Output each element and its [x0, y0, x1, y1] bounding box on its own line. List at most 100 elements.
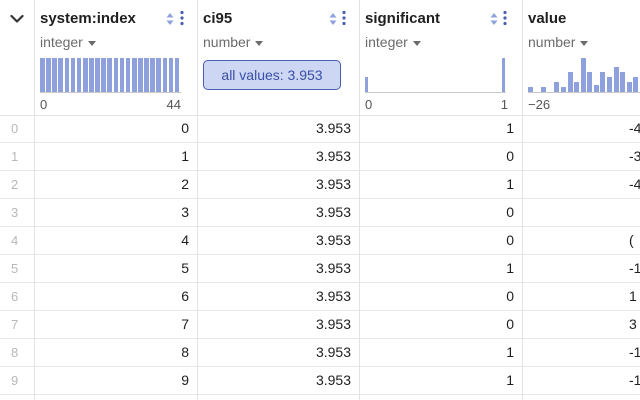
histogram-bar[interactable] — [502, 58, 505, 92]
histogram-bar[interactable] — [580, 58, 586, 92]
histogram-bar[interactable] — [46, 58, 51, 92]
histogram-bar[interactable] — [574, 81, 580, 92]
column-type-label: number — [203, 34, 251, 50]
histogram-bar[interactable] — [125, 58, 131, 92]
column-type-dropdown[interactable]: number — [528, 34, 589, 50]
histogram-bar[interactable] — [600, 71, 606, 92]
cell-value: -4 — [629, 176, 640, 192]
cell-value: -1 — [629, 344, 640, 360]
all-values-badge: all values: 3.953 — [203, 60, 341, 90]
table-row[interactable]: 9 9 3.953 1 -1 — [0, 367, 640, 395]
histogram-bar[interactable] — [119, 58, 125, 92]
column-histogram — [528, 56, 640, 92]
chevron-down-icon — [10, 14, 24, 23]
histogram-bar[interactable] — [150, 58, 155, 92]
cell-system-index: 3 — [181, 204, 189, 220]
cell-system-index: 6 — [181, 288, 189, 304]
histogram-bar[interactable] — [593, 85, 599, 92]
table-row[interactable]: 4 4 3.953 0 ( — [0, 227, 640, 255]
histogram-bar[interactable] — [113, 58, 119, 92]
column-divider[interactable] — [522, 0, 523, 400]
histogram-bar[interactable] — [144, 58, 149, 92]
histogram-bar[interactable] — [174, 58, 180, 92]
table-row[interactable]: 0 0 3.953 1 -4 — [0, 115, 640, 143]
histogram-bar[interactable] — [52, 58, 57, 92]
row-index: 9 — [11, 373, 19, 388]
cell-ci95: 3.953 — [315, 120, 351, 136]
histogram-bar[interactable] — [101, 58, 106, 92]
column-type-dropdown[interactable]: integer — [365, 34, 421, 50]
histogram-bar[interactable] — [58, 58, 64, 92]
collapse-toggle[interactable] — [8, 10, 26, 28]
sort-arrows-icon[interactable] — [328, 12, 338, 26]
histogram-bar[interactable] — [541, 86, 547, 92]
column-header-significant[interactable]: significant integer 0 1 — [359, 0, 522, 115]
histogram-bar[interactable] — [95, 58, 100, 92]
histogram-bar[interactable] — [620, 71, 626, 92]
caret-down-icon — [255, 40, 264, 46]
row-index: 2 — [11, 177, 19, 192]
cell-system-index: 7 — [181, 316, 189, 332]
row-index: 4 — [11, 233, 19, 248]
histogram-bar[interactable] — [560, 86, 566, 92]
histogram-bar[interactable] — [633, 76, 639, 92]
table-row[interactable]: 1 1 3.953 0 -3 — [0, 143, 640, 171]
table-row[interactable]: 8 8 3.953 1 -1 — [0, 339, 640, 367]
histogram-bar[interactable] — [131, 58, 137, 92]
table-header: system:index integer 0 44 ci95 number al… — [0, 0, 640, 116]
histogram-bar[interactable] — [626, 81, 632, 92]
histogram-bar[interactable] — [365, 76, 368, 92]
table-row[interactable]: 3 3 3.953 0 — [0, 199, 640, 227]
cell-system-index: 9 — [181, 372, 189, 388]
histogram-bar[interactable] — [107, 58, 113, 92]
sort-arrows-icon[interactable] — [489, 12, 499, 26]
column-divider[interactable] — [34, 0, 35, 400]
column-name: significant — [365, 10, 441, 27]
cell-value: -1 — [629, 372, 640, 388]
histogram-bar[interactable] — [76, 58, 82, 92]
row-index: 8 — [11, 345, 19, 360]
histogram-bar[interactable] — [162, 58, 168, 92]
histogram-bar[interactable] — [82, 58, 88, 92]
more-vertical-icon[interactable] — [179, 10, 185, 26]
table-row[interactable]: 2 2 3.953 1 -4 — [0, 171, 640, 199]
more-vertical-icon[interactable] — [502, 10, 508, 26]
cell-significant: 1 — [506, 176, 514, 192]
histogram-baseline — [528, 92, 640, 93]
histogram-bar[interactable] — [89, 58, 94, 92]
cell-significant: 0 — [506, 148, 514, 164]
histogram-bar[interactable] — [554, 81, 560, 92]
sort-arrows-icon[interactable] — [165, 12, 175, 26]
column-header-system-index[interactable]: system:index integer 0 44 — [34, 0, 197, 115]
table-row[interactable]: 7 7 3.953 0 3 — [0, 311, 640, 339]
histogram-bar[interactable] — [528, 86, 533, 92]
column-type-dropdown[interactable]: number — [203, 34, 264, 50]
histogram-bar[interactable] — [156, 58, 162, 92]
histogram-bar[interactable] — [607, 76, 613, 92]
cell-ci95: 3.953 — [315, 288, 351, 304]
column-header-ci95[interactable]: ci95 number all values: 3.953 — [197, 0, 359, 115]
cell-ci95: 3.953 — [315, 232, 351, 248]
histogram-bar[interactable] — [567, 71, 573, 92]
column-type-label: number — [528, 34, 576, 50]
histogram-bar[interactable] — [64, 58, 70, 92]
histogram-bar[interactable] — [613, 66, 619, 92]
column-header-value[interactable]: value number −26 — [522, 0, 640, 115]
table-row[interactable]: 5 5 3.953 1 -1 — [0, 255, 640, 283]
cell-ci95: 3.953 — [315, 344, 351, 360]
histogram-bar[interactable] — [168, 58, 174, 92]
histogram-baseline — [40, 92, 181, 93]
histogram-bar[interactable] — [70, 58, 76, 92]
column-divider[interactable] — [359, 0, 360, 400]
column-divider[interactable] — [197, 0, 198, 400]
histogram-bar[interactable] — [138, 58, 143, 92]
histogram-bar[interactable] — [40, 58, 45, 92]
more-vertical-icon[interactable] — [341, 10, 347, 26]
histogram-bar[interactable] — [587, 71, 593, 92]
table-row[interactable]: 6 6 3.953 0 1 — [0, 283, 640, 311]
cell-value: -4 — [629, 120, 640, 136]
cell-significant: 1 — [506, 260, 514, 276]
column-type-dropdown[interactable]: integer — [40, 34, 96, 50]
range-min-label: −26 — [528, 97, 551, 112]
